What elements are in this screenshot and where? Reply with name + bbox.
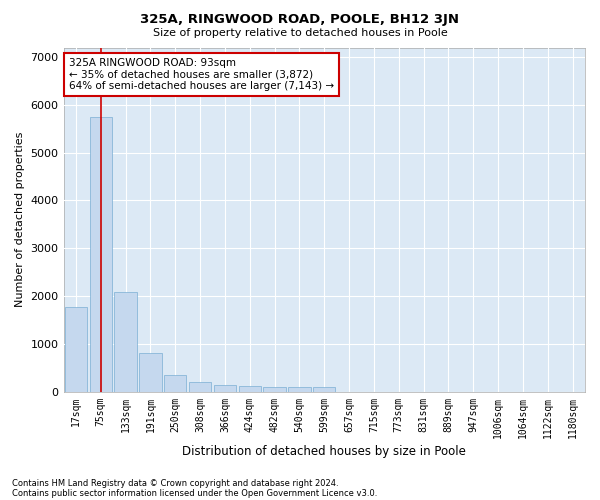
- Bar: [313, 388, 335, 392]
- Y-axis label: Number of detached properties: Number of detached properties: [15, 132, 25, 307]
- Bar: [288, 387, 311, 392]
- Bar: [65, 306, 87, 392]
- Bar: [263, 387, 286, 392]
- Bar: [214, 385, 236, 392]
- Text: 325A RINGWOOD ROAD: 93sqm
← 35% of detached houses are smaller (3,872)
64% of se: 325A RINGWOOD ROAD: 93sqm ← 35% of detac…: [69, 58, 334, 91]
- Text: Size of property relative to detached houses in Poole: Size of property relative to detached ho…: [152, 28, 448, 38]
- Text: 325A, RINGWOOD ROAD, POOLE, BH12 3JN: 325A, RINGWOOD ROAD, POOLE, BH12 3JN: [140, 12, 460, 26]
- Text: Contains public sector information licensed under the Open Government Licence v3: Contains public sector information licen…: [12, 488, 377, 498]
- Text: Contains HM Land Registry data © Crown copyright and database right 2024.: Contains HM Land Registry data © Crown c…: [12, 478, 338, 488]
- X-axis label: Distribution of detached houses by size in Poole: Distribution of detached houses by size …: [182, 444, 466, 458]
- Bar: [164, 375, 187, 392]
- Bar: [115, 292, 137, 392]
- Bar: [139, 354, 161, 392]
- Bar: [89, 117, 112, 392]
- Bar: [239, 386, 261, 392]
- Bar: [189, 382, 211, 392]
